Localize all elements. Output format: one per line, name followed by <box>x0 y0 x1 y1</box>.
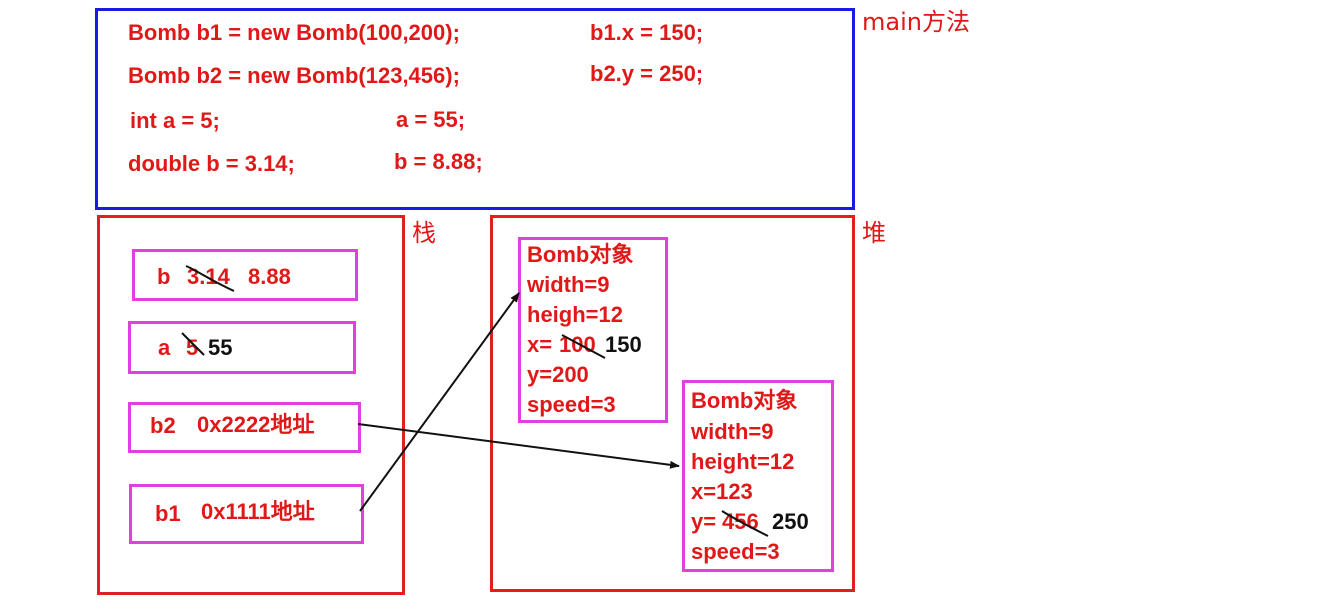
stack-slot-a-new-value: 55 <box>208 335 233 360</box>
heap-object-1-x-prefix: x= <box>527 332 553 357</box>
stack-slot-b1-name: b1 <box>155 501 181 526</box>
heap-object-1-speed: speed=3 <box>527 392 616 417</box>
code-b2-declaration: Bomb b2 = new Bomb(123,456); <box>128 63 460 88</box>
heap-object-2-x: x=123 <box>691 479 753 504</box>
stack-slot-b1-value: 0x1111地址 <box>201 499 315 524</box>
heap-label: 堆 <box>862 219 886 247</box>
stack-slot-b2-name: b2 <box>150 413 176 438</box>
code-b-declaration: double b = 3.14; <box>128 151 295 176</box>
heap-object-2-width: width=9 <box>691 419 774 444</box>
heap-object-1-height: heigh=12 <box>527 302 623 327</box>
stack-slot-b-old-value: 3.14 <box>187 264 230 289</box>
stack-slot-b1 <box>129 484 364 544</box>
heap-object-2 <box>682 380 834 572</box>
stack-slot-b2-value: 0x2222地址 <box>197 412 315 437</box>
code-a-assignment: a = 55; <box>396 107 466 132</box>
heap-object-2-title: Bomb对象 <box>691 388 798 413</box>
stack-slot-b <box>132 249 358 301</box>
stack-slot-a <box>128 321 356 374</box>
main-method-box <box>95 8 855 210</box>
stack-slot-b-new-value: 8.88 <box>248 264 291 289</box>
main-method-label: main方法 <box>862 8 970 36</box>
heap-object-1-x-new: 150 <box>605 332 642 357</box>
code-a-declaration: int a = 5; <box>130 108 220 133</box>
heap-object-1-width: width=9 <box>527 272 610 297</box>
stack-slot-a-old-value: 5 <box>186 335 199 360</box>
stack-label: 栈 <box>412 219 436 247</box>
code-b2-assignment: b2.y = 250; <box>590 61 704 86</box>
heap-object-1-y: y=200 <box>527 362 589 387</box>
code-b1-declaration: Bomb b1 = new Bomb(100,200); <box>128 20 460 45</box>
code-b1-assignment: b1.x = 150; <box>590 20 704 45</box>
heap-object-2-y-new: 250 <box>772 509 809 534</box>
heap-object-2-height: height=12 <box>691 449 795 474</box>
heap-object-1-title: Bomb对象 <box>527 242 634 267</box>
heap-object-2-y-old: 456 <box>722 509 759 534</box>
heap-object-2-speed: speed=3 <box>691 539 780 564</box>
code-b-assignment: b = 8.88; <box>394 149 483 174</box>
stack-slot-b-name: b <box>157 264 171 289</box>
heap-object-2-y-prefix: y= <box>691 509 717 534</box>
stack-slot-a-name: a <box>158 335 171 360</box>
heap-object-1-x-old: 100 <box>559 332 596 357</box>
